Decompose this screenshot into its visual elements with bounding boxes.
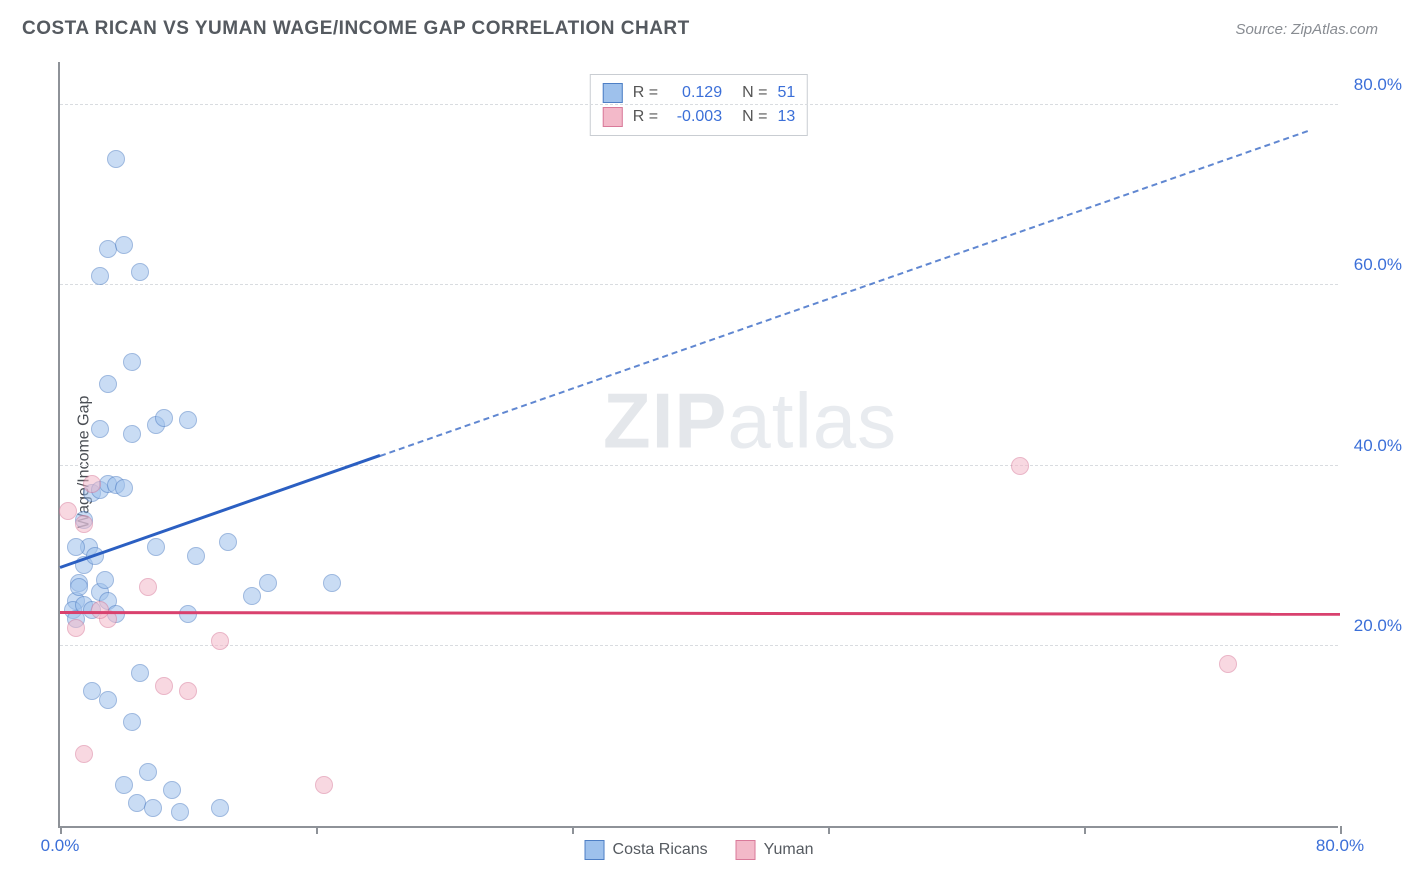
series-legend: Costa Ricans Yuman <box>585 840 814 860</box>
data-point <box>91 267 109 285</box>
data-point <box>144 799 162 817</box>
data-point <box>123 425 141 443</box>
gridline-h <box>60 645 1338 646</box>
y-tick-label: 20.0% <box>1354 616 1402 636</box>
watermark: ZIPatlas <box>603 376 897 467</box>
legend-n-value: 13 <box>777 108 795 126</box>
chart-header: COSTA RICAN VS YUMAN WAGE/INCOME GAP COR… <box>0 0 1406 46</box>
legend-r-value: 0.129 <box>668 84 722 102</box>
data-point <box>115 776 133 794</box>
legend-n-value: 51 <box>777 84 795 102</box>
x-tick <box>572 826 574 834</box>
data-point <box>131 664 149 682</box>
regression-line-dashed <box>380 130 1309 457</box>
legend-n-label: N = <box>742 84 767 102</box>
data-point <box>139 763 157 781</box>
data-point <box>70 578 88 596</box>
legend-item: Yuman <box>736 840 814 860</box>
legend-swatch <box>585 840 605 860</box>
data-point <box>187 547 205 565</box>
legend-r-label: R = <box>633 108 658 126</box>
data-point <box>67 619 85 637</box>
data-point <box>131 263 149 281</box>
y-tick-label: 60.0% <box>1354 255 1402 275</box>
legend-item: Costa Ricans <box>585 840 708 860</box>
source-attribution: Source: ZipAtlas.com <box>1235 21 1378 38</box>
data-point <box>59 502 77 520</box>
data-point <box>99 375 117 393</box>
x-tick <box>828 826 830 834</box>
legend-r-label: R = <box>633 84 658 102</box>
x-tick <box>316 826 318 834</box>
gridline-h <box>60 284 1338 285</box>
data-point <box>1219 655 1237 673</box>
data-point <box>91 420 109 438</box>
data-point <box>179 682 197 700</box>
data-point <box>115 236 133 254</box>
data-point <box>67 538 85 556</box>
data-point <box>219 533 237 551</box>
legend-swatch <box>603 107 623 127</box>
data-point <box>315 776 333 794</box>
x-tick <box>1340 826 1342 834</box>
chart-container: Wage/Income Gap ZIPatlas R =0.129N =51R … <box>22 52 1382 872</box>
gridline-h <box>60 465 1338 466</box>
x-tick <box>60 826 62 834</box>
legend-swatch <box>736 840 756 860</box>
legend-series-name: Yuman <box>764 841 814 859</box>
data-point <box>211 799 229 817</box>
chart-title: COSTA RICAN VS YUMAN WAGE/INCOME GAP COR… <box>22 18 690 40</box>
legend-r-value: -0.003 <box>668 108 722 126</box>
data-point <box>155 409 173 427</box>
data-point <box>259 574 277 592</box>
legend-series-name: Costa Ricans <box>613 841 708 859</box>
plot-area: ZIPatlas R =0.129N =51R =-0.003N =13 Cos… <box>58 62 1338 828</box>
x-tick <box>1084 826 1086 834</box>
data-point <box>115 479 133 497</box>
legend-stat-row: R = 0.129 N = 51 <box>603 81 795 105</box>
data-point <box>1011 457 1029 475</box>
data-point <box>171 803 189 821</box>
data-point <box>211 632 229 650</box>
gridline-h <box>60 104 1338 105</box>
data-point <box>123 713 141 731</box>
x-tick-label: 0.0% <box>41 836 80 856</box>
data-point <box>107 150 125 168</box>
data-point <box>123 353 141 371</box>
data-point <box>147 538 165 556</box>
data-point <box>75 515 93 533</box>
data-point <box>96 571 114 589</box>
data-point <box>179 605 197 623</box>
legend-stat-row: R = -0.003 N = 13 <box>603 105 795 129</box>
data-point <box>83 475 101 493</box>
legend-swatch <box>603 83 623 103</box>
data-point <box>75 745 93 763</box>
data-point <box>163 781 181 799</box>
data-point <box>155 677 173 695</box>
data-point <box>99 691 117 709</box>
data-point <box>139 578 157 596</box>
data-point <box>243 587 261 605</box>
x-tick-label: 80.0% <box>1316 836 1364 856</box>
data-point <box>179 411 197 429</box>
data-point <box>91 601 109 619</box>
legend-n-label: N = <box>742 108 767 126</box>
regression-line-solid <box>60 454 381 569</box>
y-tick-label: 80.0% <box>1354 75 1402 95</box>
data-point <box>323 574 341 592</box>
y-tick-label: 40.0% <box>1354 436 1402 456</box>
regression-line-solid <box>60 611 1340 616</box>
